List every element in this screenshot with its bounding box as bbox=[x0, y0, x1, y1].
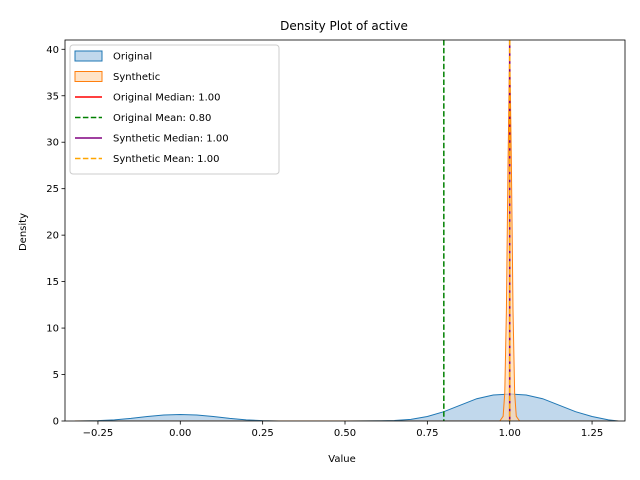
y-tick-label: 10 bbox=[46, 324, 59, 335]
y-tick-label: 20 bbox=[46, 231, 59, 242]
plot-area bbox=[74, 40, 619, 421]
x-tick-label: 0.75 bbox=[416, 428, 438, 439]
plot-inner bbox=[74, 40, 619, 421]
x-tick-label: 0.50 bbox=[334, 428, 356, 439]
legend-original: Original bbox=[74, 50, 152, 63]
y-tick-label: 35 bbox=[46, 91, 59, 102]
y-tick-label: 5 bbox=[53, 370, 59, 381]
x-tick-label: 0.25 bbox=[252, 428, 274, 439]
chart-title: Density Plot of active bbox=[280, 19, 408, 33]
y-tick-label: 15 bbox=[46, 277, 59, 288]
legend-synthetic: Synthetic bbox=[74, 71, 160, 83]
y-tick-label: 40 bbox=[46, 45, 59, 56]
legend-original-mean: Original Mean: 0.80 bbox=[75, 113, 211, 124]
legend-swatch bbox=[74, 71, 103, 82]
legend-label: Synthetic Median: 1.00 bbox=[113, 134, 229, 145]
legend-swatch bbox=[74, 50, 103, 62]
legend-original-median: Original Median: 1.00 bbox=[75, 93, 221, 104]
y-tick-label: 30 bbox=[46, 138, 59, 149]
axes: −0.25 0.00 0.25 0.50 0.75 1.00 1.25 0 5 10 15 20 25 3… bbox=[46, 39, 626, 439]
x-tick-label: −0.25 bbox=[83, 428, 114, 439]
legend-label: Original Mean: 0.80 bbox=[113, 113, 211, 124]
y-axis-label: Density bbox=[18, 213, 29, 251]
x-tick-label: 0.00 bbox=[169, 428, 191, 439]
legend-label: Original Median: 1.00 bbox=[113, 93, 221, 104]
y-tick-label: 25 bbox=[46, 184, 59, 195]
density-fill-original bbox=[74, 394, 619, 421]
legend-box bbox=[69, 44, 280, 175]
x-tick-label: 1.00 bbox=[499, 428, 521, 439]
x-tick-label: 1.25 bbox=[581, 428, 603, 439]
legend-synthetic-median: Synthetic Median: 1.00 bbox=[75, 134, 229, 145]
legend-label: Synthetic bbox=[113, 72, 160, 83]
legend-label: Synthetic Mean: 1.00 bbox=[113, 154, 219, 165]
y-tick-label: 0 bbox=[53, 417, 59, 428]
legend: Original Synthetic Original Median: 1.00 Or… bbox=[69, 44, 280, 175]
x-axis-label: Value bbox=[328, 454, 355, 465]
legend-synthetic-mean: Synthetic Mean: 1.00 bbox=[75, 154, 219, 165]
legend-label: Original bbox=[113, 52, 152, 63]
